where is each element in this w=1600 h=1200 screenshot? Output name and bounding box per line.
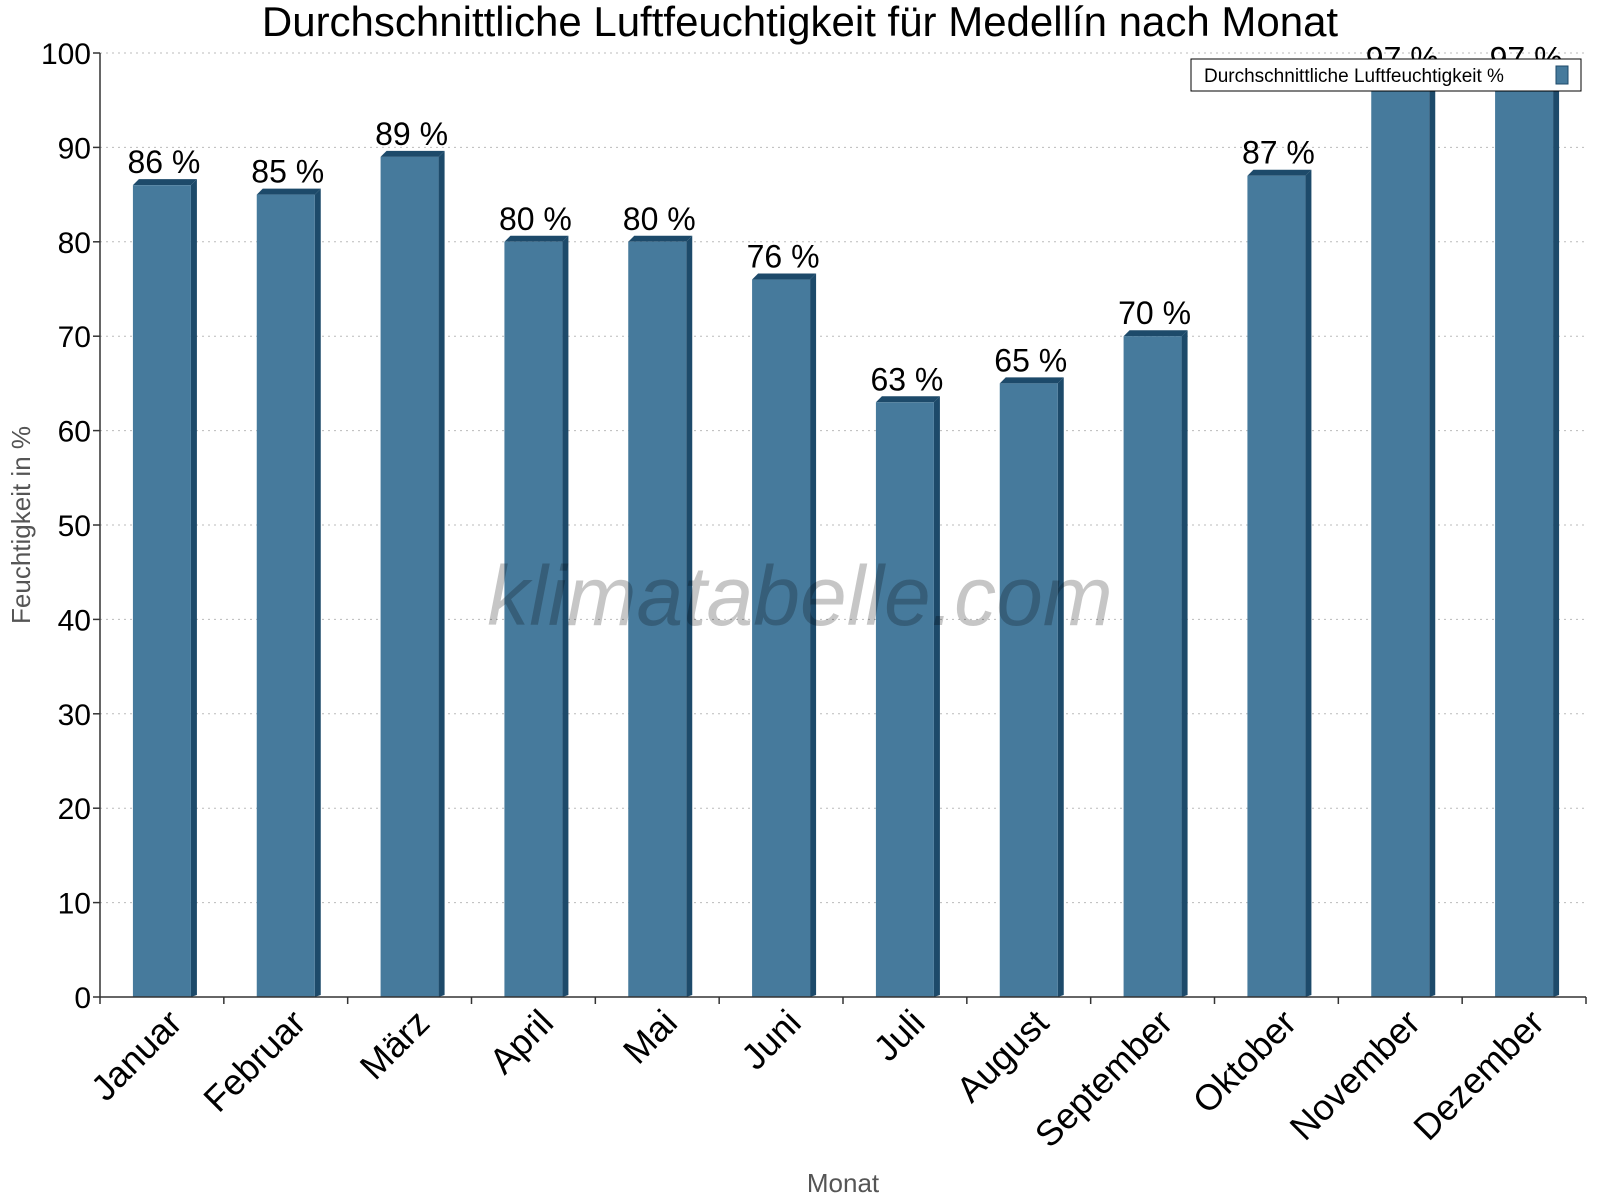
bar-side (314, 188, 321, 998)
y-tick-label-10: 10 (58, 888, 91, 921)
y-tick-label-90: 90 (58, 132, 91, 165)
y-tick-label-0: 0 (74, 982, 91, 1015)
bar-side (562, 235, 569, 998)
bar-top (1123, 330, 1188, 337)
bar-side (190, 179, 197, 997)
bar-face (504, 241, 563, 998)
legend-label: Durchschnittliche Luftfeuchtigkeit % (1204, 66, 1504, 87)
bar-face (256, 194, 315, 998)
value-label-september: 70 % (1118, 295, 1191, 331)
value-label-oktober: 87 % (1242, 135, 1315, 171)
bar-top (628, 235, 693, 242)
y-tick-label-50: 50 (58, 510, 91, 543)
bar-top (999, 377, 1064, 384)
x-tick-label-november: November (1281, 1002, 1427, 1148)
bar-face (132, 185, 191, 997)
bars (132, 75, 1560, 998)
y-tick-label-80: 80 (58, 227, 91, 260)
bar-side (1057, 377, 1064, 997)
x-tick-label-februar: Februar (195, 1002, 313, 1120)
y-tick-label-70: 70 (58, 321, 91, 354)
gridlines (100, 52, 1586, 904)
bar-top (504, 235, 569, 242)
bar-face (999, 383, 1058, 997)
bar-face (1247, 175, 1306, 998)
x-tick-label-oktober: Oktober (1185, 1002, 1305, 1122)
value-label-juli: 63 % (870, 361, 943, 397)
bar-oktober (1247, 169, 1312, 998)
bar-januar (132, 179, 197, 997)
bar-september (1123, 330, 1188, 997)
y-axis-ticks: 0 10 20 30 40 50 60 70 80 90 100 (41, 38, 100, 1015)
y-tick-label-30: 30 (58, 699, 91, 732)
value-label-august: 65 % (994, 342, 1067, 378)
x-tick-label-juli: Juli (865, 1002, 932, 1069)
bar-face (752, 279, 811, 997)
x-axis-title: Monat (807, 1168, 880, 1198)
bar-märz (380, 150, 445, 998)
bar-side (810, 273, 817, 997)
bar-mai (628, 235, 693, 998)
bar-juni (752, 273, 817, 997)
bar-top (875, 396, 940, 403)
bar-side (1553, 75, 1560, 997)
bar-juli (875, 396, 940, 997)
bar-top (752, 273, 817, 280)
x-tick-label-dezember: Dezember (1405, 1002, 1551, 1148)
bar-april (504, 235, 569, 998)
y-tick-label-100: 100 (41, 38, 91, 71)
x-tick-label-januar: Januar (83, 1002, 190, 1109)
y-tick-label-20: 20 (58, 793, 91, 826)
x-axis-ticks: Januar Februar März April Mai Juni Juli AugustS… (83, 997, 1587, 1155)
bar-face (875, 402, 934, 997)
bar-top (380, 150, 445, 157)
bar-face (1123, 336, 1182, 997)
bar-top (1247, 169, 1312, 176)
bar-side (1181, 330, 1188, 997)
x-tick-label-mai: Mai (615, 1002, 685, 1072)
legend: Durchschnittliche Luftfeuchtigkeit % (1190, 58, 1582, 92)
value-label-januar: 86 % (127, 144, 200, 180)
bar-side (1305, 169, 1312, 998)
bar-face (380, 156, 439, 998)
legend-swatch (1555, 65, 1569, 85)
legend-box (1190, 58, 1582, 92)
x-tick-label-august: August (948, 1002, 1056, 1110)
chart-title: Durchschnittliche Luftfeuchtigkeit für M… (262, 0, 1339, 45)
value-label-februar: 85 % (251, 154, 324, 190)
bar-side (686, 235, 693, 998)
bar-side (1429, 75, 1436, 997)
bar-august (999, 377, 1064, 997)
x-tick-label-juni: Juni (733, 1002, 809, 1078)
x-tick-label-märz: März (352, 1002, 438, 1088)
value-label-mai: 80 % (623, 201, 696, 237)
y-tick-label-40: 40 (58, 604, 91, 637)
value-label-april: 80 % (499, 201, 572, 237)
bar-face (1495, 81, 1554, 997)
bar-dezember (1495, 75, 1560, 997)
bar-side (933, 396, 940, 997)
bar-top (132, 179, 197, 186)
x-tick-label-april: April (481, 1002, 561, 1082)
bar-top (256, 188, 321, 195)
y-axis-title: Feuchtigkeit in % (6, 426, 36, 624)
bar-februar (256, 188, 321, 998)
bar-side (438, 150, 445, 998)
bar-face (1371, 81, 1430, 997)
y-tick-label-60: 60 (58, 416, 91, 449)
value-label-juni: 76 % (747, 239, 820, 275)
value-labels: 86 % 85 % 89 % 80 % 80 % 76 % 63 % 65 % 70 % 87 %… (127, 40, 1562, 397)
watermark: klimatabelle.com (487, 549, 1113, 643)
value-label-märz: 89 % (375, 116, 448, 152)
bar-face (628, 241, 687, 998)
bar-november (1371, 75, 1436, 997)
